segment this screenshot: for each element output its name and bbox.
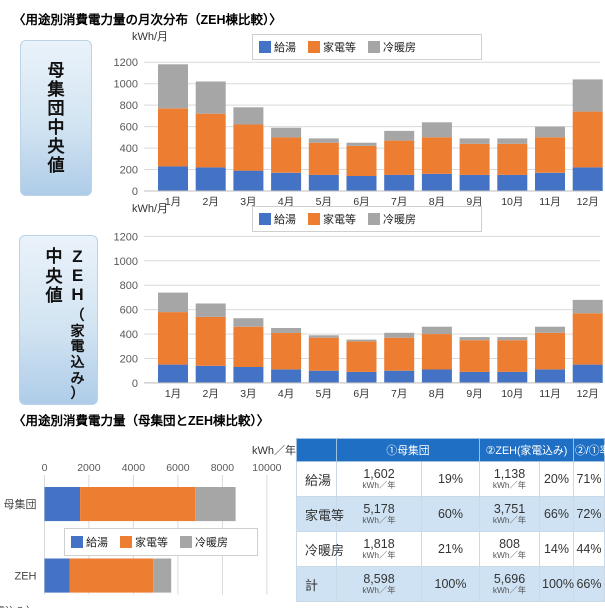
svg-text:6000: 6000 bbox=[166, 462, 190, 474]
svg-text:11月: 11月 bbox=[539, 388, 560, 400]
svg-text:600: 600 bbox=[120, 305, 138, 317]
svg-text:2月: 2月 bbox=[203, 388, 219, 400]
svg-text:800: 800 bbox=[120, 100, 138, 112]
svg-text:9月: 9月 bbox=[466, 388, 482, 400]
svg-text:1200: 1200 bbox=[114, 57, 138, 69]
svg-text:8月: 8月 bbox=[429, 388, 445, 400]
svg-text:（家電込み）: （家電込み） bbox=[0, 605, 37, 608]
svg-text:12月: 12月 bbox=[577, 388, 599, 400]
svg-text:0: 0 bbox=[132, 378, 138, 390]
svg-text:800: 800 bbox=[120, 280, 138, 292]
svg-text:1200: 1200 bbox=[114, 231, 138, 243]
svg-text:200: 200 bbox=[120, 165, 138, 177]
svg-text:0: 0 bbox=[42, 462, 48, 474]
svg-text:600: 600 bbox=[120, 122, 138, 134]
svg-text:400: 400 bbox=[120, 143, 138, 155]
svg-text:10000: 10000 bbox=[252, 462, 281, 474]
svg-text:7月: 7月 bbox=[391, 388, 407, 400]
svg-text:6月: 6月 bbox=[353, 388, 369, 400]
svg-text:200: 200 bbox=[120, 354, 138, 366]
svg-text:5月: 5月 bbox=[316, 388, 332, 400]
svg-text:1000: 1000 bbox=[114, 79, 138, 91]
svg-text:4000: 4000 bbox=[122, 462, 146, 474]
svg-text:母集団: 母集団 bbox=[4, 497, 37, 511]
svg-text:4月: 4月 bbox=[278, 388, 294, 400]
svg-text:1000: 1000 bbox=[114, 256, 138, 268]
svg-text:1月: 1月 bbox=[165, 388, 181, 400]
svg-text:400: 400 bbox=[120, 329, 138, 341]
svg-text:2000: 2000 bbox=[77, 462, 101, 474]
svg-text:ZEH: ZEH bbox=[15, 571, 37, 583]
svg-text:10月: 10月 bbox=[501, 388, 523, 400]
svg-text:3月: 3月 bbox=[240, 388, 256, 400]
svg-text:0: 0 bbox=[132, 186, 138, 198]
svg-text:8000: 8000 bbox=[211, 462, 235, 474]
